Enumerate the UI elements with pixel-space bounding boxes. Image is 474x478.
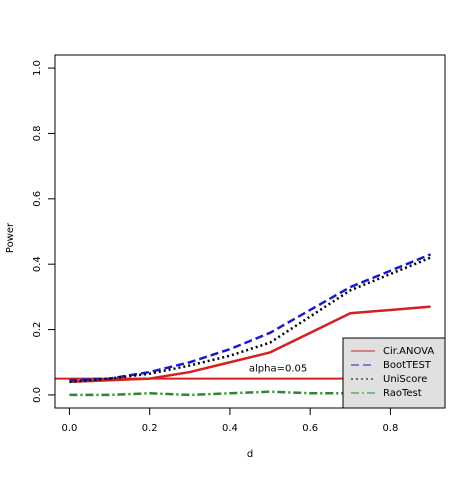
x-tick-label: 0.2	[142, 423, 158, 434]
x-tick-label: 0.0	[61, 423, 77, 434]
plot-frame	[54, 54, 446, 409]
series-line	[69, 390, 431, 397]
y-tick-label: 0.6	[32, 191, 43, 207]
series-line	[69, 305, 431, 384]
legend-box	[342, 337, 446, 409]
reference-label: alpha=0.05	[249, 364, 307, 375]
y-tick-label: 0.0	[32, 387, 43, 403]
legend-label: RaoTest	[383, 388, 422, 399]
y-tick-label: 0.8	[32, 125, 43, 141]
y-tick-label: 1.0	[32, 60, 43, 76]
x-axis-title: d	[247, 449, 253, 460]
legend: Cir.ANOVA BootTEST UniScore RaoTest	[342, 337, 446, 409]
y-tick-label: 0.2	[32, 322, 43, 338]
x-tick-label: 0.4	[222, 423, 238, 434]
y-axis-title: Power	[5, 222, 16, 253]
y-tick-label: 0.4	[32, 256, 43, 272]
legend-label: BootTEST	[383, 360, 432, 371]
legend-label: Cir.ANOVA	[383, 346, 434, 357]
x-tick-label: 0.8	[382, 423, 398, 434]
legend-label: UniScore	[383, 374, 427, 385]
series-line	[69, 256, 432, 384]
x-tick-label: 0.6	[302, 423, 318, 434]
